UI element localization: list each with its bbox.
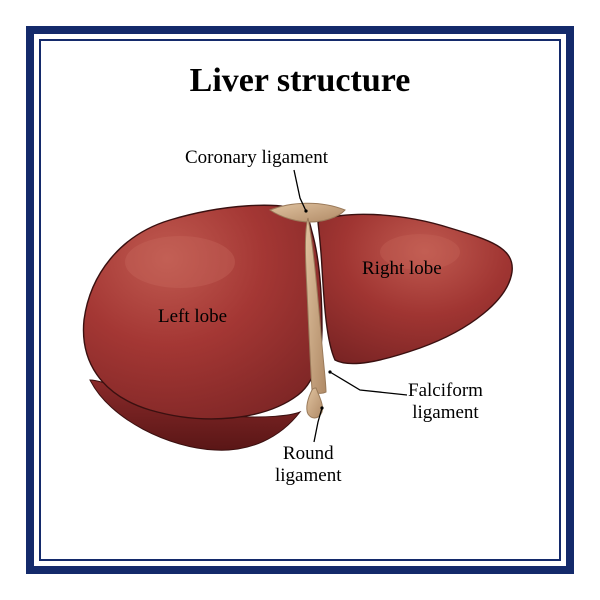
leader-dot-falciform: [328, 370, 331, 373]
leader-falciform: [330, 372, 407, 395]
leader-dot-coronary: [304, 209, 307, 212]
label-falciform: Falciformligament: [408, 380, 483, 424]
label-right-lobe: Right lobe: [362, 258, 442, 280]
label-left-lobe: Left lobe: [158, 306, 227, 328]
label-coronary: Coronary ligament: [185, 147, 328, 169]
leader-dot-round: [320, 406, 323, 409]
label-round: Roundligament: [275, 443, 341, 487]
liver-diagram: [0, 0, 600, 600]
highlight-left: [125, 236, 235, 288]
